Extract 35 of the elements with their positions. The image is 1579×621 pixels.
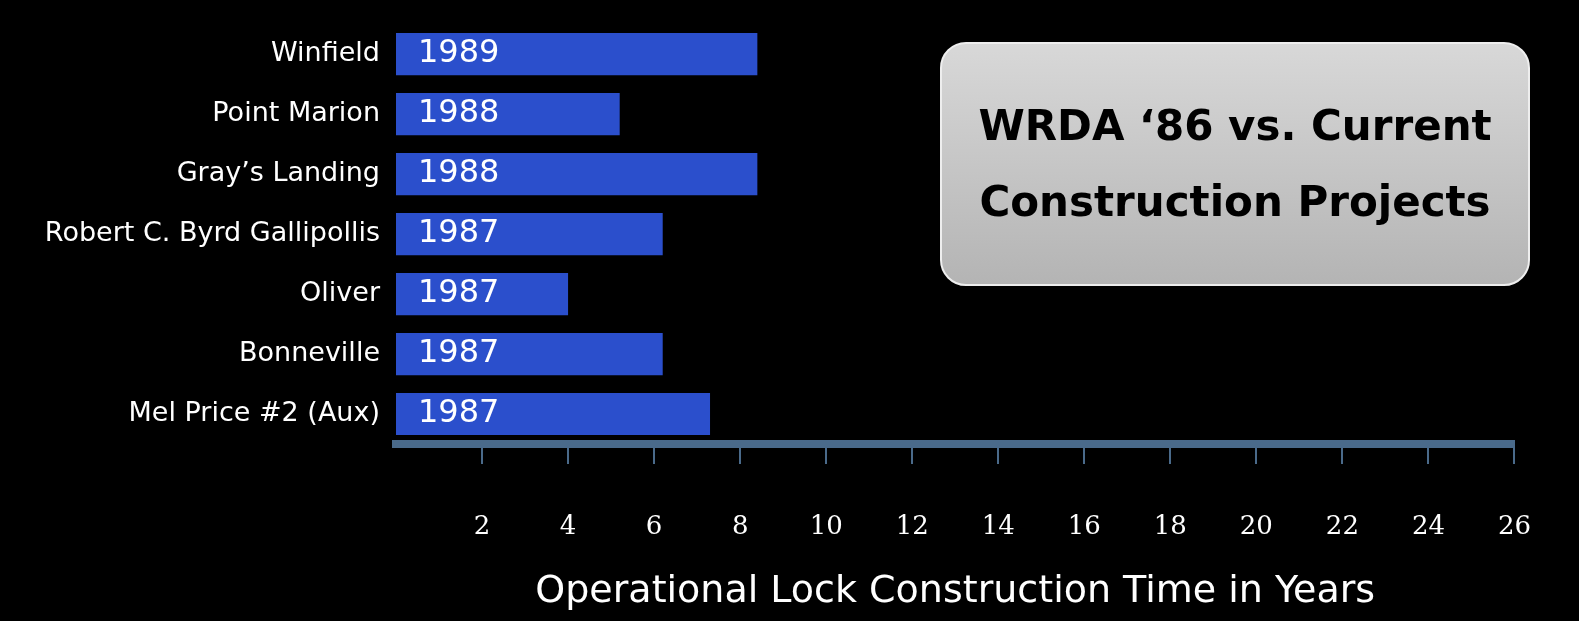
x-tick-label: 26 <box>1497 510 1531 541</box>
x-tick-label: 20 <box>1239 510 1273 541</box>
annotation: 1987 <box>418 212 500 251</box>
bar <box>396 332 663 376</box>
x-tick-label: 24 <box>1411 510 1445 541</box>
y-tick-label: Oliver <box>300 276 381 308</box>
x-tick-label: 8 <box>731 510 749 541</box>
annotation: 1988 <box>418 152 500 191</box>
x-tick-label: 22 <box>1325 510 1359 541</box>
x-tick-label: 18 <box>1153 510 1187 541</box>
y-tick-label: Gray’s Landing <box>176 156 380 188</box>
annotation: 1987 <box>418 392 500 431</box>
bar <box>396 212 663 256</box>
y-tick-label: Winfield <box>271 36 380 68</box>
bar <box>396 153 758 196</box>
bar <box>396 33 758 76</box>
bar <box>396 392 711 436</box>
x-tick-label: 4 <box>559 510 577 541</box>
bar <box>396 93 620 136</box>
annotation: 1987 <box>418 272 500 311</box>
y-tick-label: Point Marion <box>212 96 380 128</box>
annotation: 1988 <box>418 92 500 131</box>
x-tick-label: 2 <box>473 510 491 541</box>
x-tick-label: 14 <box>981 510 1015 541</box>
x-tick-label: 10 <box>809 510 843 541</box>
annotation: 1987 <box>418 332 500 371</box>
annotation: 1989 <box>418 32 500 71</box>
y-tick-label: Robert C. Byrd Gallipollis <box>44 216 380 248</box>
x-tick-label: 12 <box>895 510 929 541</box>
y-tick-label: Mel Price #2 (Aux) <box>128 396 380 428</box>
x-axis-title: Operational Lock Construction Time in Years <box>535 567 1376 612</box>
y-tick-label: Bonneville <box>239 336 380 368</box>
x-tick-label: 6 <box>645 510 663 541</box>
rounded-panel: WRDA ‘86 vs. Current Construction Projects <box>940 42 1530 286</box>
x-tick-label: 16 <box>1067 510 1101 541</box>
